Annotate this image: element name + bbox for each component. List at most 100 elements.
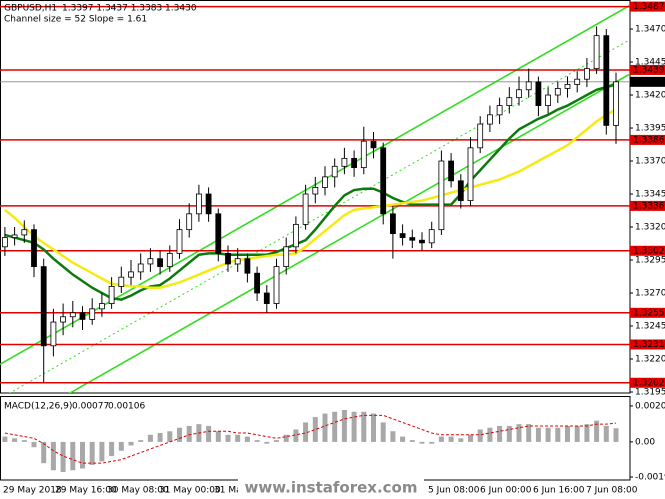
candle-body: [205, 193, 212, 215]
candle-body: [331, 165, 338, 178]
candle-body: [147, 258, 154, 265]
y2-tick-label: 0.00: [635, 437, 655, 447]
macd-bar: [361, 411, 367, 442]
candle-body: [31, 229, 37, 268]
macd-bar: [565, 425, 570, 442]
macd-bar: [332, 411, 338, 442]
candle-body: [545, 94, 551, 106]
candle-body: [128, 271, 134, 278]
main-plot: [0, 4, 630, 393]
level-label-box: [630, 134, 665, 145]
macd-bar: [390, 431, 396, 442]
candle-body: [564, 84, 571, 89]
y-tick-label: 1.3245: [635, 322, 665, 332]
macd-bar: [41, 441, 47, 464]
macd-bar: [613, 428, 619, 442]
candle-body: [186, 213, 193, 231]
macd-bar: [186, 425, 192, 442]
candle-body: [477, 123, 484, 149]
y-tick-label: 1.3395: [635, 124, 665, 134]
level-label-box: [630, 307, 665, 318]
macd-bar: [584, 424, 590, 442]
level-label: 1.3255: [633, 308, 665, 318]
candle-body: [448, 160, 455, 182]
macd-bar: [206, 425, 212, 442]
macd-bar: [594, 420, 600, 442]
candle-body: [399, 233, 406, 238]
y-tick-label: 1.3195: [635, 388, 665, 398]
moving-average: [4, 83, 617, 301]
candle-body: [360, 140, 367, 169]
y-tick-label: 1.3445: [635, 58, 665, 68]
channel-line: [8, 39, 630, 393]
overlay: GBPUSD,H1 1.3397 1.3437 1.3383 1.3430Chan…: [3, 1, 665, 497]
macd-bar: [477, 429, 483, 442]
y-tick-label: 1.3220: [635, 355, 665, 365]
macd-bar: [303, 422, 309, 442]
candle-body: [292, 223, 299, 248]
candle-body: [457, 180, 464, 202]
macd-bar: [157, 433, 163, 442]
channel-line: [68, 73, 630, 393]
macd-bar: [138, 440, 144, 442]
macd-bar: [545, 427, 551, 442]
level-label: 1.3231: [633, 340, 665, 350]
candle-body: [234, 258, 241, 265]
macd-bar: [264, 441, 270, 444]
candle-body: [157, 258, 164, 268]
candle-body: [603, 35, 610, 126]
level-label-box: [630, 377, 665, 388]
candle-body: [283, 246, 290, 268]
candle-body: [312, 187, 319, 195]
candle-body: [409, 237, 416, 241]
macd-bar: [12, 438, 18, 442]
candle-body: [322, 176, 328, 188]
y-tick-label: 1.3320: [635, 223, 665, 233]
moving-average: [4, 108, 617, 289]
candle-body: [516, 89, 522, 99]
level-label: 1.3302: [633, 246, 665, 256]
macd-bar: [21, 440, 27, 442]
macd-bar: [128, 441, 134, 446]
macd-bar: [2, 436, 8, 442]
macd-bar: [254, 440, 260, 442]
candle-body: [89, 308, 96, 320]
ohlc: 1.3397 1.3437 1.3383 1.3430: [62, 4, 197, 14]
level-label-box: [630, 339, 665, 350]
x-tick-label: 6 Jun 16:00: [533, 486, 585, 496]
candle-body: [69, 312, 76, 318]
candle-body: [244, 258, 251, 274]
candle-body: [584, 68, 590, 80]
candle-body: [137, 263, 144, 273]
candle-body: [341, 157, 348, 167]
macd-bar: [468, 434, 473, 442]
macd-bar: [497, 425, 503, 442]
candle-body: [50, 321, 57, 347]
candle-body: [302, 193, 309, 225]
macd-bar: [351, 411, 357, 442]
candle-body: [351, 157, 358, 169]
macd-bar: [409, 440, 415, 442]
macd-bar: [167, 431, 173, 442]
candle-body: [60, 316, 66, 323]
macd-signal-value: 0.00106: [108, 402, 145, 412]
macd-bar: [99, 441, 105, 462]
macd-bar: [312, 417, 318, 442]
level-label-box: [630, 245, 665, 256]
level-label: 1.3439: [633, 65, 665, 75]
macd-bar: [341, 410, 347, 442]
y2-tick-label: 0.00203: [635, 401, 665, 411]
candle-body: [118, 276, 125, 287]
macd-bar: [225, 434, 231, 442]
candle-body: [79, 312, 86, 320]
macd-bar: [31, 441, 37, 448]
macd-bar: [400, 436, 406, 442]
y-tick-label: 1.3345: [635, 190, 665, 200]
candle-body: [380, 147, 387, 215]
candle-body: [525, 81, 532, 91]
y2-tick-label: -0.00198: [635, 472, 665, 482]
x-tick-label: 5 Jun 08:00: [428, 486, 480, 496]
macd-bar: [274, 440, 279, 442]
macd-bar: [70, 441, 76, 471]
